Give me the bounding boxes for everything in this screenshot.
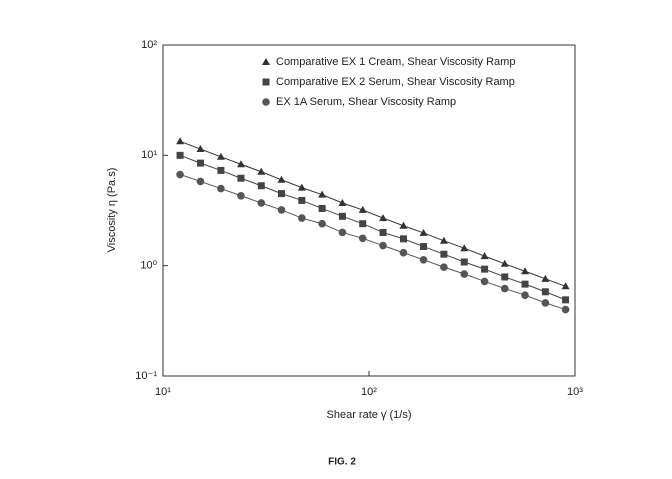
marker [419, 256, 428, 264]
marker [196, 145, 205, 153]
marker [298, 196, 306, 204]
y-tick-label: 10² [141, 39, 157, 51]
marker [236, 160, 245, 168]
marker [176, 137, 185, 145]
marker [277, 190, 285, 198]
marker [521, 267, 530, 275]
legend-label: EX 1A Serum, Shear Viscosity Ramp [276, 96, 456, 108]
marker [480, 252, 489, 260]
marker [440, 263, 448, 271]
marker [257, 167, 266, 175]
marker [399, 235, 407, 243]
marker [500, 259, 509, 267]
marker [262, 98, 270, 106]
marker [196, 159, 204, 167]
marker [561, 305, 570, 314]
y-tick-label: 10⁰ [140, 260, 157, 272]
marker [420, 243, 428, 251]
marker [216, 152, 225, 160]
marker [541, 288, 549, 296]
marker [541, 274, 550, 282]
x-tick-label: 10² [361, 386, 377, 398]
marker [358, 205, 367, 213]
marker [500, 284, 509, 293]
marker [338, 228, 347, 237]
marker [460, 258, 468, 266]
marker [196, 177, 205, 186]
marker [521, 291, 529, 299]
series-line [179, 140, 566, 287]
marker [298, 214, 306, 222]
y-axis-label: Viscosity η (Pa.s) [106, 168, 118, 253]
marker [257, 182, 265, 190]
marker [379, 241, 387, 250]
marker [262, 58, 270, 65]
x-tick-label: 10³ [567, 386, 583, 398]
y-tick-label: 10⁻¹ [135, 370, 157, 382]
marker [419, 228, 428, 236]
marker [561, 282, 570, 290]
marker [176, 170, 184, 179]
marker [481, 265, 489, 273]
marker [338, 198, 347, 206]
marker [501, 273, 509, 281]
marker [359, 220, 367, 228]
marker [338, 212, 346, 220]
plot-frame [162, 44, 576, 377]
marker [318, 204, 326, 212]
marker [318, 219, 326, 228]
marker [460, 270, 469, 278]
marker [399, 221, 408, 229]
x-tick-label: 10¹ [155, 386, 171, 398]
marker [480, 277, 489, 286]
legend-label: Comparative EX 1 Cream, Shear Viscosity … [276, 56, 515, 68]
marker [379, 214, 388, 222]
legend-label: Comparative EX 2 Serum, Shear Viscosity … [276, 76, 515, 88]
marker [217, 166, 225, 174]
marker [379, 228, 387, 236]
marker [318, 190, 327, 198]
marker [257, 199, 266, 207]
marker [358, 234, 367, 243]
marker [297, 183, 306, 191]
marker [521, 280, 529, 288]
marker [399, 248, 408, 257]
y-tick-label: 10¹ [141, 149, 157, 161]
marker [439, 236, 448, 244]
marker [237, 174, 245, 182]
figure-caption: FIG. 2 [328, 457, 356, 468]
marker [562, 296, 570, 304]
marker [277, 175, 286, 183]
marker [217, 184, 225, 193]
marker [262, 78, 270, 86]
x-axis-label: Shear rate γ̇ (1/s) [327, 409, 412, 421]
marker [440, 250, 448, 258]
marker [460, 244, 469, 252]
marker [277, 206, 286, 214]
marker [541, 299, 550, 307]
marker [176, 151, 184, 159]
marker [237, 191, 245, 200]
